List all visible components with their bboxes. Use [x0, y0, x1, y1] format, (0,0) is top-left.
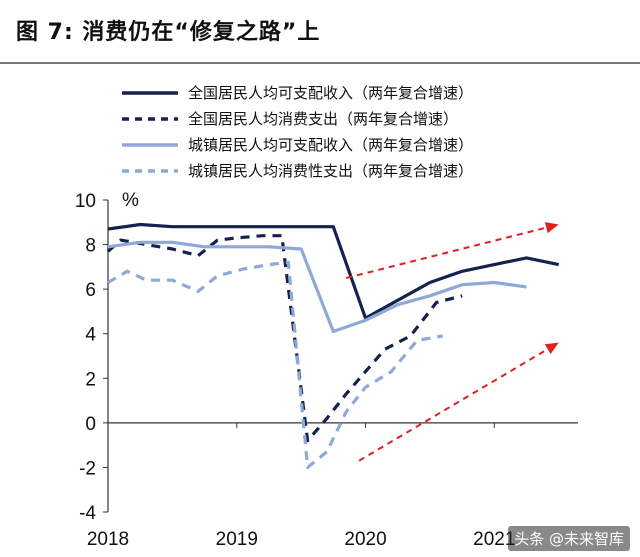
y-tick-label: -2	[79, 458, 96, 479]
legend-label-1: 全国居民人均消费支出（两年复合增速）	[188, 110, 458, 128]
x-tick-label: 2018	[87, 529, 129, 550]
series-line-1	[106, 234, 463, 443]
trend-arrows	[345, 222, 559, 462]
legend: 全国居民人均可支配收入（两年复合增速） 全国居民人均消费支出（两年复合增速） 城镇居…	[122, 84, 473, 180]
legend-label-0: 全国居民人均可支配收入（两年复合增速）	[188, 84, 473, 102]
series-line-0	[107, 222, 560, 320]
trend-arrow-line-1	[358, 346, 551, 462]
x-tick-label: 2020	[344, 529, 386, 550]
y-tick-label: 0	[85, 414, 96, 435]
series-lines	[106, 222, 560, 469]
watermark: 头条 @未来智库	[508, 526, 630, 551]
series-line-3	[107, 260, 444, 469]
x-tick-label: 2021	[473, 529, 515, 550]
y-unit-label: %	[122, 190, 139, 211]
axes: 10 8 6 4 2 0 -2 -4% 2018 2019 2020 2021	[75, 190, 578, 550]
y-tick-label: 4	[85, 325, 96, 346]
trend-arrow-head-1	[544, 342, 559, 355]
y-tick-label: -4	[79, 503, 96, 524]
title-rule	[0, 62, 640, 64]
x-tick-label: 2019	[216, 529, 258, 550]
trend-arrow-line-0	[345, 225, 550, 279]
legend-label-2: 城镇居民人均可支配收入（两年复合增速）	[188, 136, 473, 154]
trend-arrow-head-0	[544, 222, 559, 234]
series-line-2	[107, 240, 527, 334]
y-tick-label: 6	[85, 280, 96, 301]
legend-label-3: 城镇居民人均消费性支出（两年复合增速）	[188, 162, 473, 180]
figure-title: 图 7: 消费仍在“修复之路”上	[16, 20, 321, 45]
y-tick-label: 10	[75, 191, 96, 212]
y-tick-label: 8	[85, 236, 96, 257]
y-tick-label: 2	[85, 369, 96, 390]
